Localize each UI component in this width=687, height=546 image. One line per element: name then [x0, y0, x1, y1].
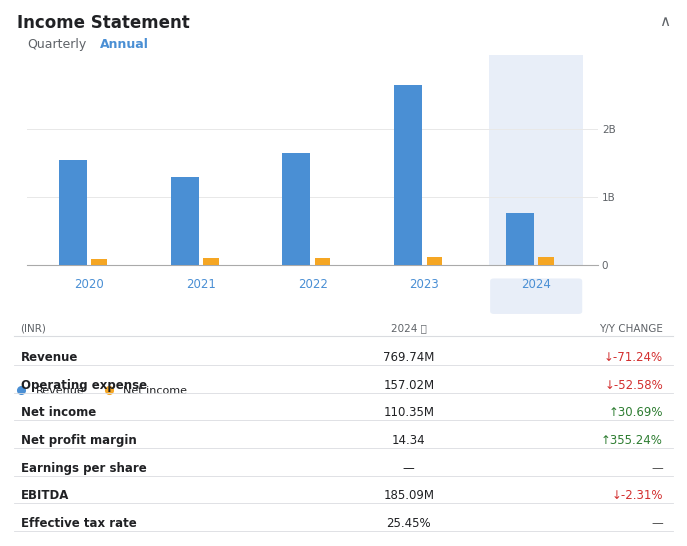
- Legend: Revenue, Net income: Revenue, Net income: [10, 386, 188, 396]
- Text: Net profit margin: Net profit margin: [21, 434, 136, 447]
- Text: EBITDA: EBITDA: [21, 489, 69, 502]
- Text: ∧: ∧: [659, 14, 670, 28]
- Text: —: —: [651, 462, 663, 474]
- Text: Annual: Annual: [100, 38, 148, 51]
- Text: Income Statement: Income Statement: [17, 14, 190, 32]
- Text: ↓-52.58%: ↓-52.58%: [604, 379, 663, 392]
- Text: 110.35M: 110.35M: [383, 406, 434, 419]
- Text: 14.34: 14.34: [392, 434, 425, 447]
- Text: ↑355.24%: ↑355.24%: [601, 434, 663, 447]
- Bar: [315, 258, 330, 265]
- Bar: [203, 258, 218, 265]
- Bar: [91, 259, 107, 265]
- Bar: [394, 85, 422, 265]
- Text: ↓-71.24%: ↓-71.24%: [604, 351, 663, 364]
- Text: Operating expense: Operating expense: [21, 379, 147, 392]
- Text: ↓-2.31%: ↓-2.31%: [611, 489, 663, 502]
- Text: Y/Y CHANGE: Y/Y CHANGE: [599, 324, 663, 334]
- Text: Revenue: Revenue: [21, 351, 78, 364]
- Text: Quarterly: Quarterly: [27, 38, 87, 51]
- Text: Effective tax rate: Effective tax rate: [21, 517, 136, 530]
- Bar: [170, 177, 199, 265]
- Text: 2021: 2021: [186, 278, 216, 292]
- Text: 157.02M: 157.02M: [383, 379, 434, 392]
- Text: 2020: 2020: [74, 278, 104, 292]
- Text: —: —: [403, 462, 415, 474]
- Text: 2022: 2022: [297, 278, 328, 292]
- Bar: [506, 212, 534, 265]
- Text: Earnings per share: Earnings per share: [21, 462, 146, 474]
- Bar: [539, 257, 554, 265]
- Text: Net income: Net income: [21, 406, 96, 419]
- Text: ↑30.69%: ↑30.69%: [609, 406, 663, 419]
- Bar: [427, 257, 442, 265]
- Text: 25.45%: 25.45%: [387, 517, 431, 530]
- Text: 2024 ⓘ: 2024 ⓘ: [391, 324, 427, 334]
- Bar: [59, 159, 87, 265]
- Bar: [489, 55, 583, 265]
- Text: 2024: 2024: [521, 278, 551, 292]
- Bar: [282, 153, 311, 265]
- Text: 185.09M: 185.09M: [383, 489, 434, 502]
- Text: 2023: 2023: [409, 278, 439, 292]
- Text: 769.74M: 769.74M: [383, 351, 434, 364]
- Text: —: —: [651, 517, 663, 530]
- Text: (INR): (INR): [21, 324, 47, 334]
